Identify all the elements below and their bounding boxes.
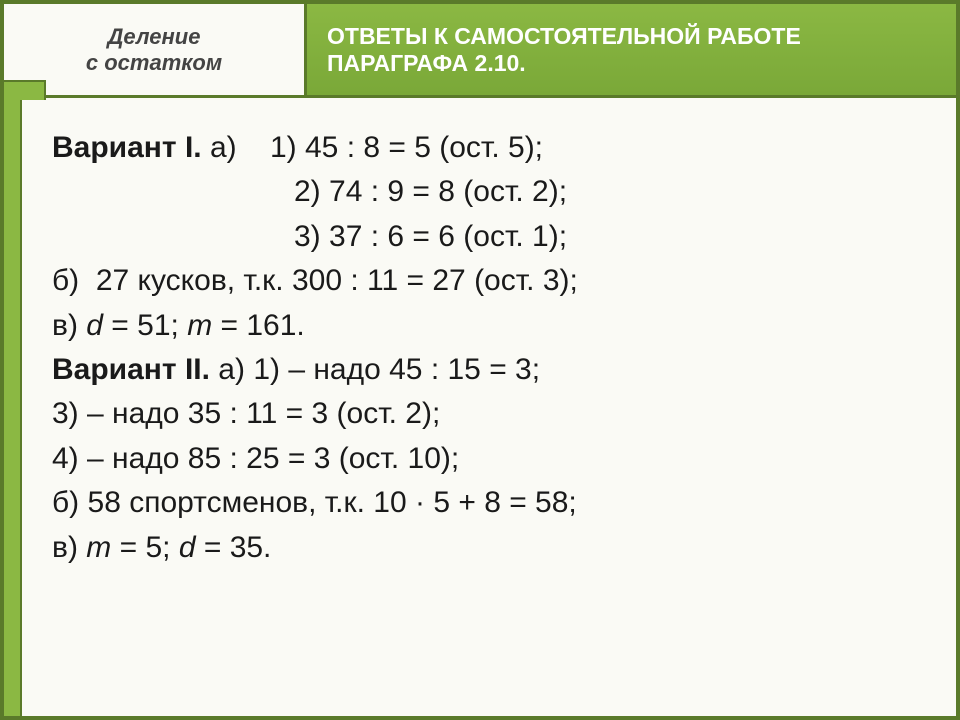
variant1-a1-text: а) 1) 45 : 8 = 5 (ост. 5);: [202, 131, 543, 164]
variant2-a3: 3) – надо 35 : 11 = 3 (ост. 2);: [52, 392, 932, 436]
variant1-a3: 3) 37 : 6 = 6 (ост. 1);: [52, 215, 932, 259]
title-line-1: ОТВЕТЫ К САМОСТОЯТЕЛЬНОЙ РАБОТЕ: [327, 23, 956, 50]
content-area: Вариант I. а) 1) 45 : 8 = 5 (ост. 5); 2)…: [22, 98, 956, 716]
v2c-mid: = 5;: [111, 531, 179, 564]
variant1-b: б) 27 кусков, т.к. 300 : 11 = 27 (ост. 3…: [52, 259, 932, 303]
title-line-2: ПАРАГРАФА 2.10.: [327, 50, 956, 77]
variant2-a1: Вариант II. а) 1) – надо 45 : 15 = 3;: [52, 348, 932, 392]
v1c-mid: = 51;: [103, 309, 187, 342]
left-accent-bar: [4, 98, 22, 716]
variant2-b: б) 58 спортсменов, т.к. 10 · 5 + 8 = 58;: [52, 481, 932, 525]
variant1-c: в) d = 51; m = 161.: [52, 304, 932, 348]
variant2-c: в) m = 5; d = 35.: [52, 526, 932, 570]
v1c-end: = 161.: [212, 309, 305, 342]
variant1-a2: 2) 74 : 9 = 8 (ост. 2);: [52, 170, 932, 214]
variant2-a1-text: а) 1) – надо 45 : 15 = 3;: [210, 353, 540, 386]
header-title: ОТВЕТЫ К САМОСТОЯТЕЛЬНОЙ РАБОТЕ ПАРАГРАФ…: [304, 4, 956, 98]
v2c-m: m: [86, 531, 111, 564]
variant1-a1: Вариант I. а) 1) 45 : 8 = 5 (ост. 5);: [52, 126, 932, 170]
v2c-end: = 35.: [196, 531, 272, 564]
topic-line-1: Деление: [108, 24, 201, 50]
v2c-d: d: [179, 531, 196, 564]
variant1-label: Вариант I.: [52, 131, 202, 164]
variant2-label: Вариант II.: [52, 353, 210, 386]
v1c-d: d: [86, 309, 103, 342]
topic-line-2: с остатком: [86, 50, 222, 76]
header: Деление с остатком ОТВЕТЫ К САМОСТОЯТЕЛЬ…: [4, 4, 956, 98]
v2c-prefix: в): [52, 531, 86, 564]
header-topic: Деление с остатком: [4, 4, 304, 98]
v1c-m: m: [187, 309, 212, 342]
variant2-a4: 4) – надо 85 : 25 = 3 (ост. 10);: [52, 437, 932, 481]
v1c-prefix: в): [52, 309, 86, 342]
slide-frame: Деление с остатком ОТВЕТЫ К САМОСТОЯТЕЛЬ…: [0, 0, 960, 720]
